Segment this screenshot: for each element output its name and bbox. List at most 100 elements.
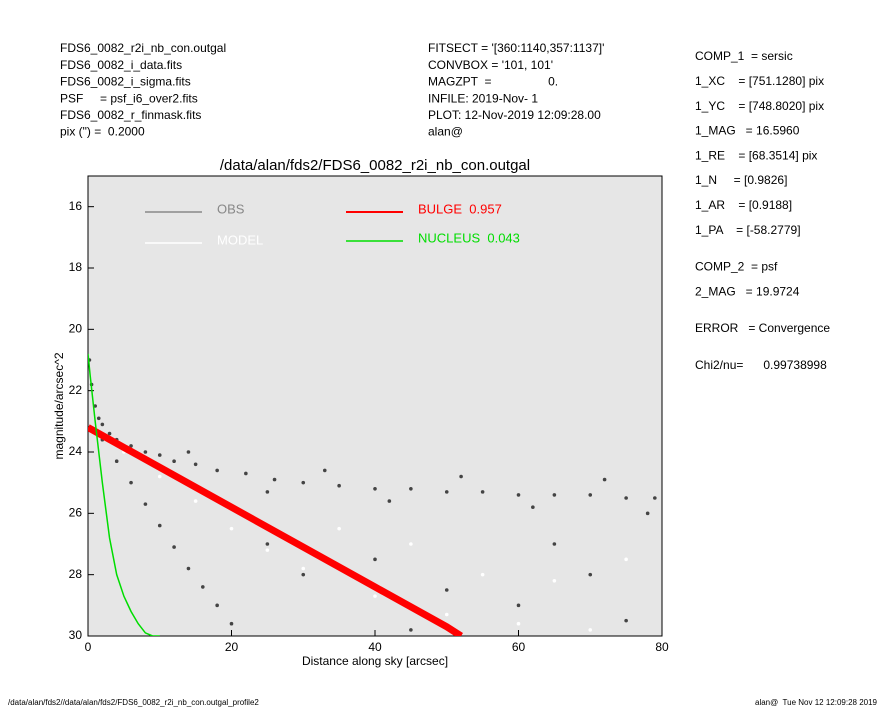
parameter-line: ERROR = Convergence [695,321,830,335]
legend-label: OBS [217,201,245,216]
data-point [157,474,162,479]
x-tick-label: 0 [85,640,92,654]
data-point [459,474,463,479]
y-tick-label: 20 [69,322,83,336]
header-middle-line: CONVBOX = '101, 101' [428,58,553,72]
x-tick-label: 60 [512,640,526,654]
x-axis-label: Distance along sky [arcsec] [302,654,448,668]
data-point [409,628,413,632]
data-point [531,505,535,510]
data-point [301,566,306,571]
data-point [129,444,133,448]
data-point [244,471,248,476]
data-point [265,548,270,552]
y-axis-label: magnitude/arcsec^2 [52,352,66,459]
data-point [143,502,148,506]
data-point [157,453,162,457]
data-point [186,450,191,454]
y-tick-label: 18 [69,260,83,274]
data-point [229,526,234,531]
header-left-line: pix (") = 0.2000 [60,125,145,139]
header-middle-line: PLOT: 12-Nov-2019 12:09:28.00 [428,108,601,122]
parameter-line: COMP_2 = psf [695,260,778,274]
data-point [337,526,341,531]
parameter-line: 1_XC = [751.1280] pix [695,74,824,88]
data-point [552,493,557,497]
data-point [172,545,176,549]
data-point [373,594,377,598]
data-point [588,493,593,497]
data-point [301,480,306,485]
header-left-line: FDS6_0082_i_data.fits [60,58,182,72]
legend-label: NUCLEUS 0.043 [418,230,520,245]
plot-area [87,175,663,637]
data-point [172,459,176,464]
x-tick-label: 80 [655,640,669,654]
header-middle-line: alan@ [428,125,463,139]
parameter-line: 1_MAG = 16.5960 [695,124,800,138]
footer-right: alan@ Tue Nov 12 12:09:28 2019 [755,698,878,707]
data-point [624,557,628,562]
data-point [193,462,198,467]
y-tick-label: 26 [69,506,83,520]
data-point [272,477,277,482]
data-point [373,487,377,491]
data-point [480,490,485,494]
data-point [552,579,557,583]
header-left-line: FDS6_0082_r2i_nb_con.outgal [60,41,226,55]
header-middle-line: MAGZPT = 0. [428,75,558,89]
header-middle-line: FITSECT = '[360:1140,357:1137]' [428,41,604,55]
data-point [265,542,270,546]
data-point [96,416,101,421]
parameter-line: COMP_1 = sersic [695,49,793,63]
data-point [602,477,607,482]
data-point [186,566,191,571]
data-point [193,499,198,503]
data-point [337,483,341,488]
data-point [516,603,521,608]
footer-left: /data/alan/fds2//data/alan/fds2/FDS6_008… [8,698,259,707]
parameter-line: 1_N = [0.9826] [695,173,787,187]
data-point [107,431,112,436]
data-point [301,572,306,577]
y-tick-label: 28 [69,567,83,581]
data-point [265,490,270,494]
x-tick-label: 20 [225,640,239,654]
data-point [215,468,219,473]
data-point [373,557,377,562]
parameter-line: 1_AR = [0.9188] [695,198,792,212]
chart-title: /data/alan/fds2/FDS6_0082_r2i_nb_con.out… [220,157,530,174]
data-point [215,603,219,608]
data-point [100,422,105,427]
header-middle-line: INFILE: 2019-Nov- 1 [428,91,538,105]
data-point [516,493,521,497]
y-tick-label: 16 [69,199,83,213]
data-point [444,490,449,494]
data-point [444,588,449,592]
data-point [129,480,133,485]
data-point [409,542,413,546]
data-point [114,459,119,464]
data-point [201,585,205,589]
y-tick-label: 24 [69,444,83,458]
data-point [229,621,234,626]
data-point [444,612,449,617]
parameter-line: 1_YC = [748.8020] pix [695,99,824,113]
data-point [588,572,593,577]
data-point [516,621,521,626]
header-left-line: FDS6_0082_i_sigma.fits [60,75,191,89]
parameter-line: 2_MAG = 19.9724 [695,284,800,298]
legend-label: MODEL [217,232,263,247]
model-line [88,353,160,636]
y-tick-label: 30 [69,628,83,642]
data-point [409,487,413,491]
data-point [645,511,650,516]
model-band [88,424,463,636]
data-point [588,628,593,632]
parameter-line: 1_RE = [68.3514] pix [695,148,817,162]
data-point [624,618,628,623]
data-point [322,468,327,473]
data-point [552,542,557,546]
data-point [157,523,162,528]
parameter-line: Chi2/nu= 0.99738998 [695,358,827,372]
